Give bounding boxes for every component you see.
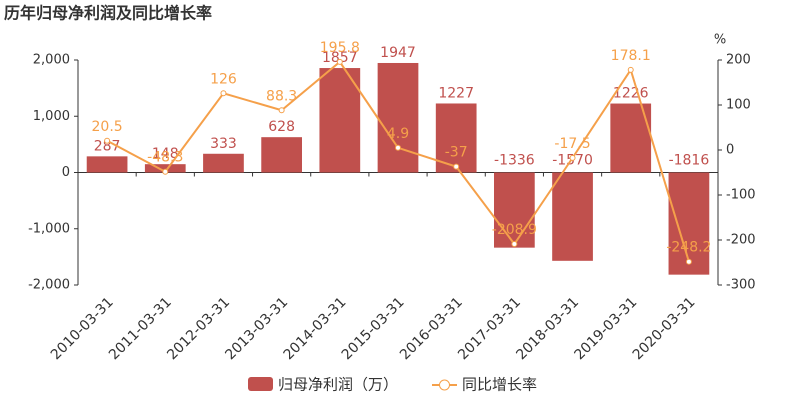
bar: [668, 172, 710, 275]
line-point: [336, 58, 343, 65]
line-point: [104, 137, 111, 144]
line-point: [220, 90, 227, 97]
line-point: [278, 107, 285, 114]
line-point: [395, 144, 401, 151]
y2-axis-label: %: [714, 33, 726, 48]
bar-value-label: 148: [152, 146, 179, 162]
bar: [203, 153, 244, 173]
legend-label: 归母净利润（万）: [278, 376, 398, 394]
chart-title: 历年归母净利润及同比增长率: [4, 4, 212, 23]
y-tick-label: 0: [62, 165, 70, 180]
bar-value-label: 1227: [438, 85, 474, 101]
bar: [435, 103, 477, 173]
line-point: [569, 154, 576, 161]
y-tick-label: 2,000: [33, 53, 70, 68]
bar: [319, 68, 361, 173]
line-value-label: -248.2: [666, 240, 711, 256]
bar: [261, 137, 302, 173]
y-tick-label: -2,000: [28, 278, 70, 293]
y-tick-label: 1,000: [33, 109, 70, 124]
line-value-label: -208.9: [492, 222, 537, 238]
line-point: [162, 168, 169, 175]
y2-tick-label: 100: [726, 98, 751, 113]
bar: [494, 172, 535, 248]
line-value-label: 4.9: [387, 126, 409, 142]
legend-label: 同比增长率: [462, 376, 537, 394]
y2-tick-label: 200: [726, 53, 751, 68]
line-point: [511, 241, 518, 248]
line-value-label: 195.8: [320, 40, 360, 56]
bar-value-label: 628: [268, 119, 295, 135]
line-point: [453, 163, 460, 170]
line-point: [685, 258, 692, 265]
y2-tick-label: 0: [726, 143, 734, 158]
legend-marker: [439, 379, 450, 391]
line-value-label: -37: [445, 145, 468, 161]
line-value-label: 178.1: [611, 48, 651, 64]
line-value-label: 20.5: [92, 119, 123, 135]
line-value-label: 88.3: [266, 88, 297, 104]
bar-value-label: -1816: [669, 153, 710, 169]
line-value-label: -17.5: [554, 136, 590, 152]
legend-swatch: [248, 377, 273, 391]
line-value-label: -48.3: [147, 150, 183, 166]
y2-tick-label: -100: [726, 188, 756, 203]
bar-value-label: -1336: [494, 153, 535, 169]
x-tick-label: 2020-03-31: [630, 294, 699, 363]
bar-value-label: 333: [210, 136, 237, 152]
y-tick-label: -1,000: [28, 221, 70, 236]
bar-value-label: 1947: [380, 45, 416, 61]
bar: [377, 62, 419, 173]
bar-value-label: 287: [94, 138, 121, 154]
y2-tick-label: -200: [726, 233, 756, 248]
bar: [144, 164, 186, 173]
line-value-label: 126: [210, 71, 237, 87]
y2-tick-label: -300: [726, 278, 756, 293]
line-point: [627, 66, 634, 73]
bar: [552, 172, 593, 261]
bar: [86, 156, 128, 173]
bar-value-label: 1857: [322, 50, 358, 66]
